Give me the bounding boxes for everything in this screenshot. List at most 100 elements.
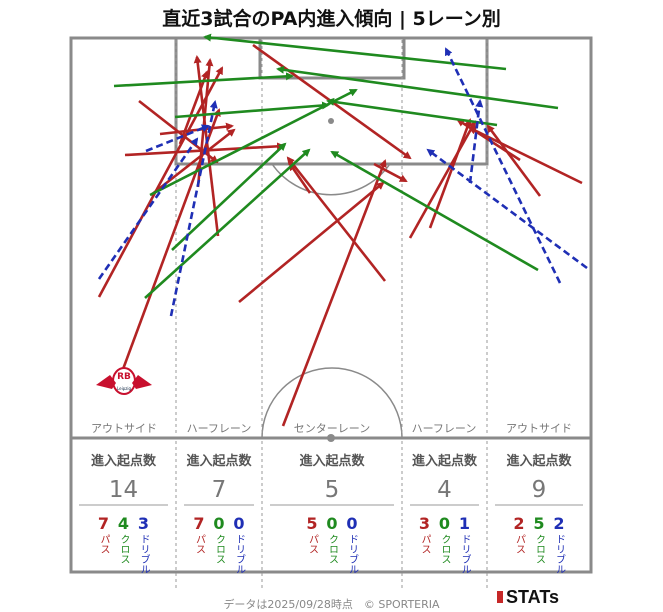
- lane-stats-4: 進入起点数 4 3 パス 0 クロス 1 ドリブル: [402, 450, 487, 574]
- stats-header: 進入起点数: [506, 454, 572, 469]
- dribble-count-cell: 0 ドリブル: [229, 514, 249, 574]
- stats-header: 進入起点数: [186, 454, 252, 469]
- dribble-arrow: [444, 47, 562, 284]
- cross-arrow: [203, 33, 507, 71]
- stats-rule: [410, 504, 479, 506]
- dribble-count-cell: 3 ドリブル: [134, 514, 154, 574]
- stats-rule: [184, 504, 254, 506]
- dribble-arrow: [169, 100, 218, 317]
- dribble-label: ドリブル: [459, 534, 470, 574]
- pass-count: 3: [418, 514, 431, 533]
- pass-arrow: [408, 120, 477, 239]
- cross-count: 0: [326, 514, 338, 533]
- dribble-arrow: [97, 137, 199, 280]
- dribble-count-cell: 2 ドリブル: [549, 514, 569, 574]
- dribble-label: ドリブル: [233, 534, 245, 574]
- stats-brand-logo: STATs: [497, 587, 559, 608]
- brand-mark-icon: [497, 591, 503, 603]
- footer-note: データは2025/09/28時点 © SPORTERIA: [223, 598, 440, 611]
- pass-arrow: [288, 162, 312, 194]
- pass-count-cell: 7 パス: [189, 514, 209, 574]
- pass-count: 5: [306, 514, 318, 533]
- lane-total: 9: [531, 477, 547, 503]
- cross-count-cell: 0 クロス: [435, 514, 455, 574]
- crest-bull-left: [96, 375, 116, 389]
- cross-count-cell: 0 クロス: [322, 514, 342, 574]
- pass-arrow: [373, 162, 408, 183]
- club-crest-logo: RB Leipzig: [96, 367, 152, 395]
- cross-count-cell: 4 クロス: [114, 514, 134, 574]
- lane-stats-2: 進入起点数 7 7 パス 0 クロス 0 ドリブル: [176, 450, 262, 574]
- cross-label: クロス: [533, 534, 545, 564]
- cross-arrow: [113, 72, 294, 88]
- cross-arrow: [149, 88, 358, 197]
- lane-stats-3: 進入起点数 5 5 パス 0 クロス 0 ドリブル: [262, 450, 402, 574]
- cross-arrow: [171, 142, 287, 251]
- pass-count: 2: [513, 514, 525, 533]
- cross-count: 0: [213, 514, 225, 533]
- penalty-spot: [328, 118, 334, 124]
- cross-count-cell: 5 クロス: [529, 514, 549, 574]
- lane-stats-1: 進入起点数 14 7 パス 4 クロス 3 ドリブル: [71, 450, 176, 574]
- crest-subtext: Leipzig: [117, 386, 131, 391]
- dribble-count: 0: [346, 514, 358, 533]
- lane-label: センターレーン: [294, 422, 370, 435]
- dribble-count-cell: 1 ドリブル: [455, 514, 475, 574]
- cross-label: クロス: [213, 534, 225, 564]
- center-circle: [261, 367, 403, 439]
- dribble-count: 1: [458, 514, 471, 533]
- cross-count-cell: 0 クロス: [209, 514, 229, 574]
- lane-total: 5: [324, 477, 340, 503]
- pass-label: パス: [419, 534, 430, 554]
- lane-total: 7: [211, 477, 227, 503]
- chart-title: 直近3試合のPA内進入傾向 | 5レーン別: [162, 8, 501, 30]
- lane-total: 4: [437, 477, 452, 503]
- stats-header: 進入起点数: [299, 454, 365, 469]
- pass-label: パス: [513, 534, 525, 554]
- pass-count: 7: [97, 514, 110, 533]
- pass-arrow: [286, 156, 387, 282]
- pass-arrow: [468, 126, 583, 185]
- pass-arrow: [428, 118, 472, 229]
- dribble-label: ドリブル: [138, 534, 149, 574]
- cross-count: 5: [533, 514, 545, 533]
- pass-arrow: [486, 124, 542, 197]
- dribble-count-cell: 0 ドリブル: [342, 514, 362, 574]
- lane-label: ハーフレーン: [187, 422, 252, 435]
- dribble-count: 3: [137, 514, 150, 533]
- pass-label: パス: [193, 534, 205, 554]
- lane-label: アウトサイド: [506, 422, 572, 435]
- cross-label: クロス: [326, 534, 338, 564]
- dribble-count: 0: [233, 514, 245, 533]
- lane-label: アウトサイド: [91, 422, 157, 435]
- dribble-count: 2: [553, 514, 565, 533]
- cross-arrow: [326, 97, 498, 127]
- brand-text: STATs: [506, 587, 559, 607]
- lane-label: ハーフレーン: [412, 422, 477, 435]
- pass-count-cell: 2 パス: [509, 514, 529, 574]
- lane-total: 14: [108, 477, 139, 503]
- pass-arrow: [281, 159, 387, 427]
- cross-label: クロス: [118, 534, 129, 564]
- dribble-arrow: [426, 148, 588, 270]
- dribble-arrow: [145, 124, 210, 153]
- pass-arrow: [193, 55, 220, 237]
- cross-arrow: [276, 65, 559, 110]
- pass-label: パス: [98, 534, 109, 554]
- lane-stats-5: 進入起点数 9 2 パス 5 クロス 2 ドリブル: [487, 450, 591, 574]
- pass-arrow: [238, 181, 385, 304]
- pass-label: パス: [306, 534, 318, 554]
- pass-arrow: [159, 122, 234, 136]
- pass-count-cell: 3 パス: [415, 514, 435, 574]
- cross-arrow: [144, 148, 311, 299]
- stats-header: 進入起点数: [90, 454, 156, 469]
- pass-count-cell: 7 パス: [94, 514, 114, 574]
- cross-arrow: [174, 101, 330, 119]
- pass-count: 7: [193, 514, 205, 533]
- crest-bull-right: [132, 375, 152, 389]
- cross-count: 0: [438, 514, 451, 533]
- dribble-label: ドリブル: [346, 534, 358, 574]
- center-spot: [327, 434, 335, 442]
- stats-rule: [270, 504, 394, 506]
